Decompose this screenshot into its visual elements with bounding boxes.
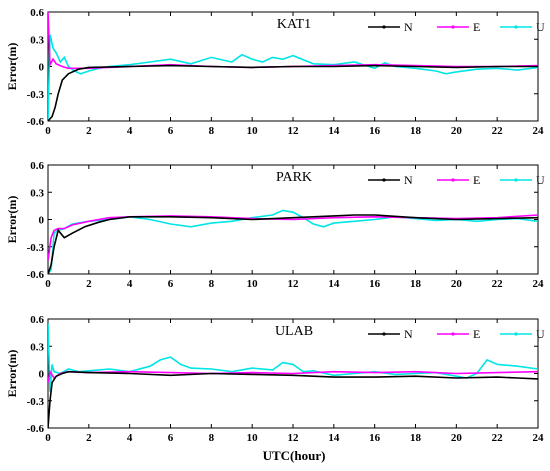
legend-label-e: E <box>473 20 480 34</box>
legend-marker-u <box>514 332 518 336</box>
y-tick-label: -0.3 <box>27 89 45 101</box>
legend-label-n: N <box>404 20 413 34</box>
series-line-u <box>48 34 538 121</box>
series-line-u <box>48 323 538 392</box>
series-line-n <box>48 64 538 121</box>
series-line-n <box>48 370 538 428</box>
panel-ulab: 0 2 4 6 8 10 12 14 16 18 20 22 24-0.6-0.300.30.6Erro… <box>5 314 545 463</box>
x-tick-label: 0 <box>45 278 51 290</box>
series-line-n <box>48 214 538 274</box>
chart-title: ULAB <box>275 324 313 339</box>
x-tick-label: 12 <box>288 125 300 137</box>
x-tick-label: 12 <box>288 432 300 444</box>
panel-kat1: 0 2 4 6 8 10 12 14 16 18 20 22 24-0.6-0.300.30.6Erro… <box>5 7 545 137</box>
y-axis-label: Error(m) <box>5 196 19 244</box>
x-tick-label: 24 <box>533 125 545 137</box>
x-tick-label: 10 <box>247 278 259 290</box>
panel-park: 0 2 4 6 8 10 12 14 16 18 20 22 24-0.6-0.300.30.6Erro… <box>5 160 545 290</box>
y-tick-label: -0.3 <box>27 396 45 408</box>
y-tick-label: 0 <box>39 215 45 227</box>
x-tick-label: 22 <box>492 278 504 290</box>
x-tick-label: 16 <box>369 278 381 290</box>
x-tick-label: 20 <box>451 432 463 444</box>
x-tick-label: 0 <box>45 125 51 137</box>
y-tick-label: 0 <box>39 369 45 381</box>
x-axis-label: UTC(hour) <box>263 448 326 463</box>
legend-marker-u <box>514 25 518 29</box>
x-tick-label: 10 <box>247 125 259 137</box>
y-tick-label: 0.3 <box>30 341 44 353</box>
x-tick-label: 16 <box>369 125 381 137</box>
chart-title: PARK <box>276 170 312 185</box>
x-tick-label: 4 <box>127 432 133 444</box>
x-tick-label: 10 <box>247 432 259 444</box>
y-axis-label: Error(m) <box>5 43 19 91</box>
y-tick-label: 0.6 <box>30 7 44 19</box>
legend-label-e: E <box>473 327 480 341</box>
x-tick-label: 24 <box>533 278 545 290</box>
y-tick-label: 0.6 <box>30 314 44 326</box>
x-tick-label: 0 <box>45 432 51 444</box>
y-tick-label: 0.3 <box>30 34 44 46</box>
x-tick-label: 8 <box>209 125 215 137</box>
legend-label-n: N <box>404 173 413 187</box>
x-tick-label: 14 <box>328 432 340 444</box>
x-tick-label: 4 <box>127 125 133 137</box>
x-tick-label: 8 <box>209 432 215 444</box>
x-tick-label: 6 <box>168 278 174 290</box>
legend-marker-n <box>382 178 386 182</box>
x-tick-label: 2 <box>86 278 92 290</box>
y-tick-label: -0.6 <box>27 423 45 435</box>
x-tick-label: 6 <box>168 432 174 444</box>
x-tick-label: 18 <box>410 432 422 444</box>
legend-label-u: U <box>536 327 545 341</box>
x-tick-label: 4 <box>127 278 133 290</box>
x-tick-label: 22 <box>492 432 504 444</box>
x-tick-label: 18 <box>410 125 422 137</box>
x-tick-label: 14 <box>328 125 340 137</box>
y-axis-label: Error(m) <box>5 350 19 398</box>
legend-label-u: U <box>536 20 545 34</box>
y-tick-label: 0.6 <box>30 160 44 172</box>
x-tick-label: 2 <box>86 125 92 137</box>
x-tick-label: 14 <box>328 278 340 290</box>
x-tick-label: 20 <box>451 278 463 290</box>
legend-marker-e <box>451 178 455 182</box>
x-tick-label: 12 <box>288 278 300 290</box>
y-tick-label: -0.6 <box>27 116 45 128</box>
y-tick-label: -0.3 <box>27 242 45 254</box>
series-line-e <box>48 214 538 261</box>
legend-marker-n <box>382 332 386 336</box>
x-tick-label: 18 <box>410 278 422 290</box>
legend-marker-u <box>514 178 518 182</box>
legend-marker-n <box>382 25 386 29</box>
x-tick-label: 8 <box>209 278 215 290</box>
x-tick-label: 2 <box>86 432 92 444</box>
legend-label-u: U <box>536 173 545 187</box>
y-tick-label: -0.6 <box>27 269 45 281</box>
legend-marker-e <box>451 25 455 29</box>
y-tick-label: 0 <box>39 62 45 74</box>
x-tick-label: 20 <box>451 125 463 137</box>
legend-label-e: E <box>473 173 480 187</box>
x-tick-label: 16 <box>369 432 381 444</box>
x-tick-label: 22 <box>492 125 504 137</box>
x-tick-label: 6 <box>168 125 174 137</box>
legend-marker-e <box>451 332 455 336</box>
x-tick-label: 24 <box>533 432 545 444</box>
legend-label-n: N <box>404 327 413 341</box>
chart-title: KAT1 <box>277 17 311 32</box>
y-tick-label: 0.3 <box>30 187 44 199</box>
